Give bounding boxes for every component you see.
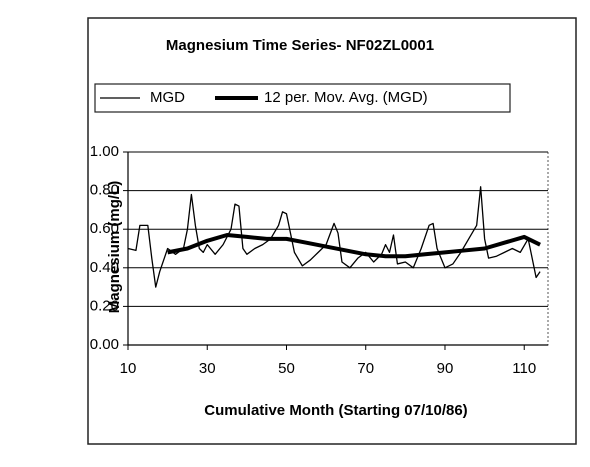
- y-tick-label: 0.60: [90, 220, 119, 237]
- x-tick-label: 70: [357, 360, 374, 377]
- y-tick-label: 0.00: [90, 336, 119, 353]
- legend-box: [94, 83, 511, 113]
- x-tick-label: 10: [120, 360, 137, 377]
- x-axis-label: Cumulative Month (Starting 07/10/86): [204, 402, 467, 419]
- y-tick-label: 0.40: [90, 259, 119, 276]
- x-tick-label: 110: [512, 360, 536, 377]
- y-axis-label: Magnesium (mg/L): [106, 181, 123, 314]
- chart-title: Magnesium Time Series- NF02ZL0001: [166, 37, 434, 54]
- x-tick-label: 30: [199, 360, 216, 377]
- y-tick-label: 1.00: [90, 143, 119, 160]
- legend-label: MGD: [150, 89, 185, 106]
- y-tick-label: 0.20: [90, 297, 119, 314]
- x-tick-label: 90: [437, 360, 454, 377]
- legend-label: 12 per. Mov. Avg. (MGD): [264, 89, 428, 106]
- x-tick-label: 50: [278, 360, 295, 377]
- y-tick-label: 0.80: [90, 182, 119, 199]
- series-line: [167, 232, 541, 259]
